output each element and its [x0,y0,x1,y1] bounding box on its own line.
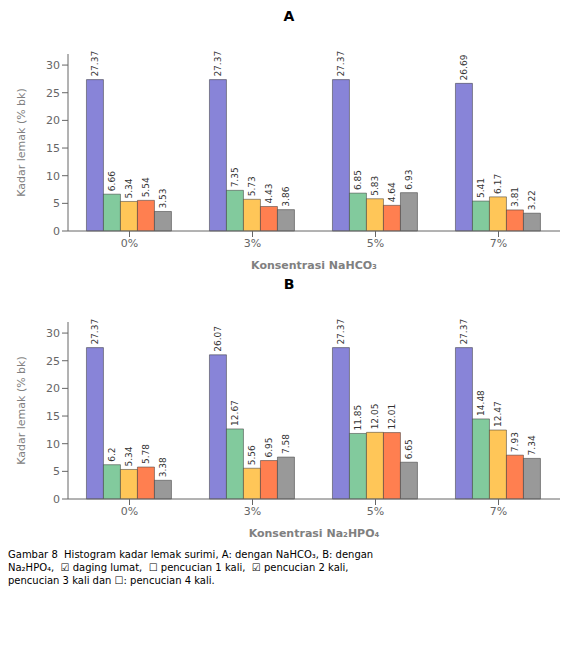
svg-text:30: 30 [46,327,60,340]
svg-text:25: 25 [46,355,60,368]
svg-text:5.34: 5.34 [124,446,134,466]
svg-text:0%: 0% [121,237,138,250]
svg-text:5.41: 5.41 [476,178,486,198]
svg-text:12.01: 12.01 [387,404,397,430]
svg-text:15: 15 [46,410,60,423]
html-text:pencucian 3 kali dan ☐: pencuc: pencucian 3 kali dan ☐: pencucian 4 kali… [8,575,215,586]
svg-text:30: 30 [46,59,60,72]
svg-text:0: 0 [53,225,60,238]
svg-text:6.95: 6.95 [264,438,274,458]
svg-text:3%: 3% [244,505,261,518]
svg-text:Konsentrasi NaHCO₃: Konsentrasi NaHCO₃ [251,259,377,272]
svg-text:0%: 0% [121,505,138,518]
svg-text:7.58: 7.58 [281,434,291,454]
svg-text:15: 15 [46,142,60,155]
svg-text:3.81: 3.81 [510,187,520,207]
svg-text:Konsentrasi Na₂HPO₄: Konsentrasi Na₂HPO₄ [249,527,380,540]
svg-text:14.48: 14.48 [476,390,486,416]
svg-text:5: 5 [53,465,60,478]
svg-text:5.54: 5.54 [141,177,151,197]
svg-text:20: 20 [46,114,60,127]
svg-text:6.17: 6.17 [493,174,503,194]
svg-text:12.05: 12.05 [370,404,380,430]
svg-text:5: 5 [53,197,60,210]
svg-text:4.64: 4.64 [387,182,397,202]
svg-text:20: 20 [46,382,60,395]
svg-text:3%: 3% [244,237,261,250]
svg-text:Kadar lemak (% bk): Kadar lemak (% bk) [15,88,28,197]
svg-text:6.2: 6.2 [107,447,117,461]
svg-text:5%: 5% [367,237,384,250]
svg-text:6.93: 6.93 [404,170,414,190]
svg-text:4.43: 4.43 [264,183,274,203]
svg-text:7%: 7% [490,505,507,518]
svg-text:11.85: 11.85 [353,405,363,431]
svg-text:3.22: 3.22 [527,190,537,210]
svg-text:5%: 5% [367,505,384,518]
svg-text:5.83: 5.83 [370,176,380,196]
svg-text:6.66: 6.66 [107,171,117,191]
svg-text:27.37: 27.37 [336,51,346,77]
svg-text:3.38: 3.38 [158,457,168,477]
svg-text:7.34: 7.34 [527,435,537,455]
svg-text:10: 10 [46,438,60,451]
html-text:Na₂HPO₄, ☑ daging lumat, ☐ pen: Na₂HPO₄, ☑ daging lumat, ☐ pencucian 1 k… [8,562,349,573]
html-text:Gambar 8 Histogram kadar lemak: Gambar 8 Histogram kadar lemak surimi, A… [8,549,374,560]
svg-text:27.37: 27.37 [336,319,346,345]
html-text:B: B [283,276,295,292]
svg-text:7.93: 7.93 [510,432,520,452]
svg-text:25: 25 [46,87,60,100]
svg-text:27.37: 27.37 [90,51,100,77]
svg-text:Kadar lemak (% bk): Kadar lemak (% bk) [15,356,28,465]
svg-text:5.56: 5.56 [247,445,257,465]
svg-text:6.85: 6.85 [353,170,363,190]
svg-text:10: 10 [46,170,60,183]
svg-text:5.73: 5.73 [247,176,257,196]
svg-text:27.37: 27.37 [459,319,469,345]
svg-text:7%: 7% [490,237,507,250]
svg-text:27.37: 27.37 [213,51,223,77]
svg-text:5.78: 5.78 [141,444,151,464]
svg-text:26.07: 26.07 [213,326,223,352]
svg-text:27.37: 27.37 [90,319,100,345]
html-text:A: A [283,8,295,24]
svg-text:3.86: 3.86 [281,186,291,206]
svg-text:12.67: 12.67 [230,400,240,426]
svg-text:3.53: 3.53 [158,188,168,208]
svg-text:5.34: 5.34 [124,178,134,198]
svg-text:0: 0 [53,493,60,506]
svg-text:6.65: 6.65 [404,439,414,459]
svg-text:26.69: 26.69 [459,54,469,80]
svg-text:12.47: 12.47 [493,401,503,427]
svg-text:7.35: 7.35 [230,167,240,187]
